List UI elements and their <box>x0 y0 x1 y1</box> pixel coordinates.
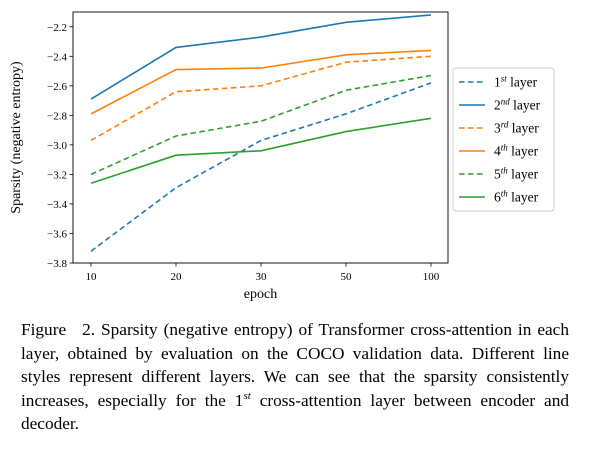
legend-entry-3: 3rd layer <box>494 120 539 136</box>
line-chart: 10 20 30 50 100 −3.8 −3.6 −3.4 −3.2 −3.0 −2.8 −2.6… <box>9 11 555 302</box>
x-axis-ticks: 10 20 30 50 100 <box>86 263 440 283</box>
x-tick-label: 10 <box>86 271 98 283</box>
x-tick-label: 50 <box>341 271 353 283</box>
y-tick-label: −3.8 <box>47 258 67 270</box>
x-axis-label: epoch <box>244 287 277 302</box>
y-tick-label: −3.2 <box>47 169 67 181</box>
caption-text-end: cross-attention layer between encoder an… <box>21 390 569 434</box>
plot-lines <box>90 14 432 252</box>
series-line-4 <box>90 49 432 115</box>
x-tick-label: 100 <box>423 271 440 283</box>
y-axis-label: Sparsity (negative entropy) <box>9 61 24 214</box>
series-line-2 <box>90 14 432 100</box>
series-line-3 <box>90 55 432 142</box>
y-axis-ticks: −3.8 −3.6 −3.4 −3.2 −3.0 −2.8 −2.6 −2.4 −2.2 <box>47 22 73 270</box>
y-tick-label: −2.6 <box>47 81 67 93</box>
y-tick-label: −2.2 <box>47 22 67 34</box>
caption-text: Sparsity (negative entropy) of Transform… <box>21 320 569 410</box>
y-tick-label: −2.4 <box>47 51 67 63</box>
plot-frame <box>72 11 449 264</box>
y-tick-label: −2.8 <box>47 110 67 122</box>
legend: 1st layer 2nd layer 3rd layer 4th layer 5th … <box>452 67 555 212</box>
legend-entry-1: 1st layer <box>494 74 538 90</box>
series-line-5 <box>90 74 432 176</box>
series-line-1 <box>90 82 432 252</box>
y-tick-label: −3.6 <box>47 228 67 240</box>
legend-entry-2: 2nd layer <box>494 97 541 113</box>
x-tick-label: 20 <box>171 271 183 283</box>
figure-caption: Figure 2. Sparsity (negative entropy) of… <box>21 318 569 436</box>
y-tick-label: −3.0 <box>47 140 67 152</box>
legend-box <box>452 67 555 212</box>
figure-label: Figure 2. <box>21 320 96 339</box>
caption-superscript: st <box>243 389 251 402</box>
legend-entry-4: 4th layer <box>494 143 539 159</box>
legend-entry-5: 5th layer <box>494 166 539 182</box>
legend-entry-6: 6th layer <box>494 189 539 205</box>
x-tick-label: 30 <box>256 271 268 283</box>
series-line-6 <box>90 117 432 185</box>
y-tick-label: −3.4 <box>47 199 67 211</box>
